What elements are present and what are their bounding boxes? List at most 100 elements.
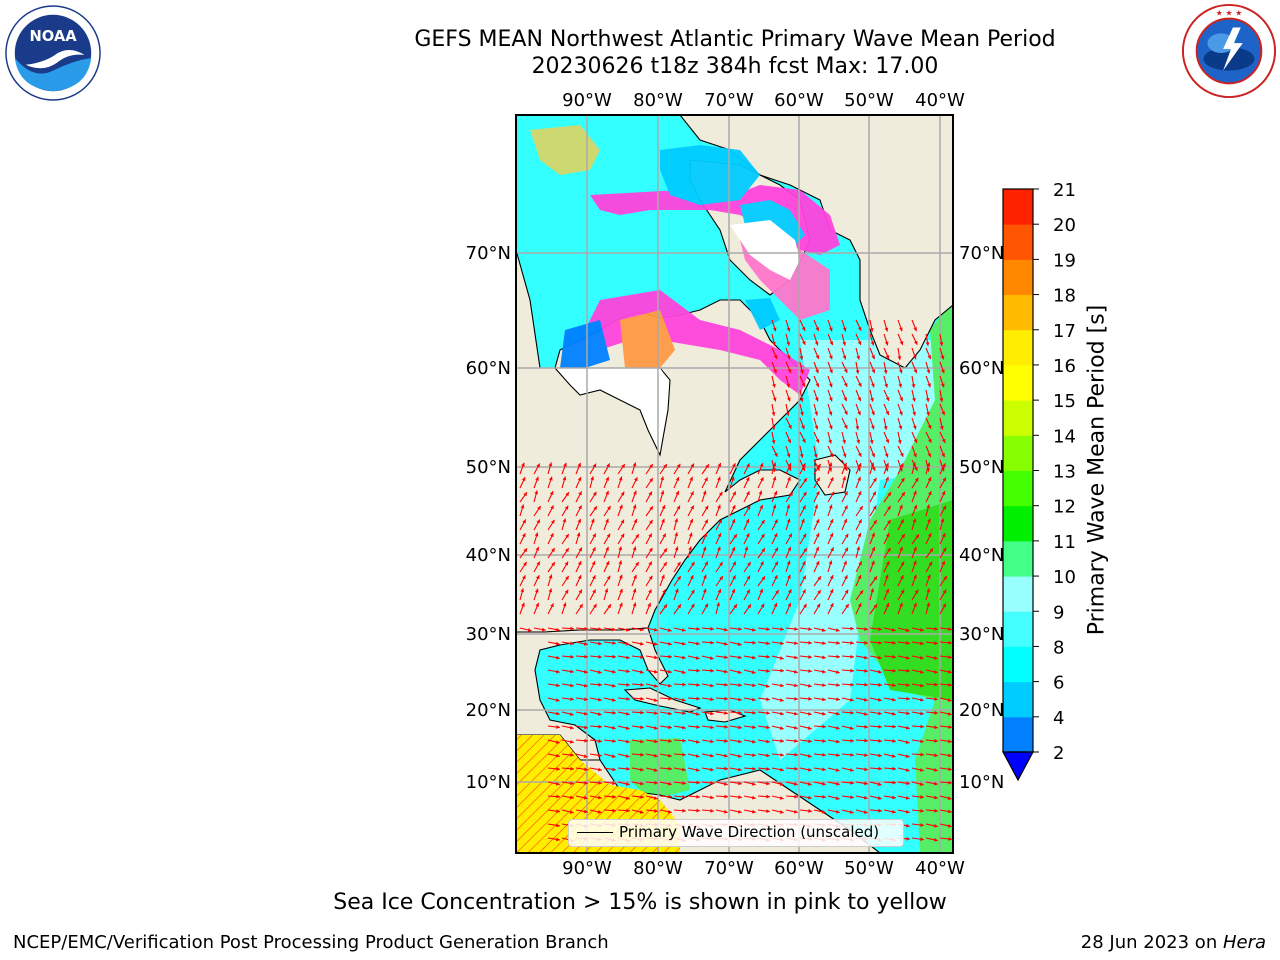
wave-arrow-head bbox=[612, 781, 616, 786]
wave-arrow-head bbox=[766, 725, 770, 730]
wave-arrow-head bbox=[751, 781, 756, 786]
wave-arrow-head bbox=[850, 654, 854, 659]
wave-arrow-head bbox=[906, 696, 910, 701]
wave-arrow-head bbox=[618, 476, 623, 481]
wave-arrow-head bbox=[858, 452, 862, 457]
wave-arrow-head bbox=[850, 626, 854, 631]
wave-arrow-head bbox=[948, 739, 952, 744]
wave-arrow-head bbox=[648, 491, 652, 496]
wave-arrow-head bbox=[653, 753, 658, 758]
wave-arrow-head bbox=[787, 546, 792, 551]
wave-arrow-head bbox=[821, 809, 826, 814]
colorbar-tick-label: 15 bbox=[1053, 391, 1076, 412]
colorbar-segment bbox=[1003, 646, 1033, 683]
lon-labels-top: 90°W 80°W 70°W 60°W 50°W 40°W bbox=[562, 90, 965, 111]
wave-arrow-head bbox=[662, 589, 666, 594]
wave-arrow-head bbox=[835, 628, 840, 632]
lat-label-left: 20°N bbox=[466, 700, 511, 721]
wave-arrow-head bbox=[690, 491, 694, 496]
colorbar-tick-label: 4 bbox=[1053, 708, 1064, 729]
wave-arrow-head bbox=[710, 683, 714, 688]
wave-arrow-head bbox=[633, 518, 638, 523]
wave-arrow-head bbox=[794, 627, 798, 631]
wave-arrow-head bbox=[849, 810, 854, 814]
wave-arrow-head bbox=[592, 575, 596, 580]
wave-arrow-head bbox=[758, 490, 763, 495]
wave-arrow-head bbox=[771, 439, 776, 444]
wave-arrow-head bbox=[835, 725, 840, 730]
wave-arrow-head bbox=[913, 438, 918, 443]
wave-arrow-head bbox=[597, 810, 602, 814]
wave-arrow-head bbox=[541, 627, 546, 632]
wave-arrow-head bbox=[653, 796, 658, 800]
wave-arrow-head bbox=[752, 710, 756, 715]
wave-arrow-head bbox=[883, 369, 888, 374]
wave-arrow-head bbox=[912, 518, 917, 523]
wave-arrow-head bbox=[912, 411, 917, 416]
wave-arrow-head bbox=[913, 546, 917, 551]
noaa-logo: NOAA bbox=[5, 5, 101, 101]
wave-arrow-head bbox=[695, 767, 700, 772]
colorbar-segment bbox=[1003, 540, 1033, 577]
wave-arrow-head bbox=[534, 490, 539, 495]
wave-arrow-head bbox=[787, 439, 791, 444]
wave-arrow-head bbox=[787, 368, 792, 373]
wave-arrow-head bbox=[780, 752, 784, 757]
wave-arrow-head bbox=[724, 655, 728, 660]
wave-arrow-head bbox=[682, 808, 686, 813]
wave-arrow-head bbox=[774, 452, 778, 457]
wave-arrow-head bbox=[723, 782, 728, 786]
wave-arrow-head bbox=[584, 697, 588, 702]
wave-arrow-head bbox=[892, 683, 896, 688]
wave-arrow-head bbox=[592, 491, 597, 496]
wave-arrow-head bbox=[548, 588, 553, 593]
wave-arrow-head bbox=[555, 669, 560, 674]
wave-arrow-head bbox=[815, 383, 820, 388]
wave-arrow-head bbox=[899, 397, 903, 402]
wave-arrow-head bbox=[625, 627, 630, 632]
wave-arrow-head bbox=[905, 809, 910, 814]
lat-label-right: 30°N bbox=[959, 624, 1004, 645]
wave-arrow-head bbox=[807, 711, 812, 716]
wave-arrow-head bbox=[801, 518, 805, 523]
wave-arrow-head bbox=[844, 589, 849, 594]
wave-arrow-head bbox=[842, 341, 847, 346]
wave-arrow-head bbox=[668, 711, 672, 716]
wave-arrow-head bbox=[766, 753, 770, 758]
wave-arrow-head bbox=[828, 383, 833, 388]
wave-arrow-head bbox=[570, 766, 574, 771]
wave-arrow-head bbox=[612, 710, 616, 715]
wave-arrow-head bbox=[632, 546, 637, 551]
wave-arrow-head bbox=[548, 476, 553, 481]
wave-arrow-head bbox=[555, 740, 560, 744]
colorbar-tick-label: 12 bbox=[1053, 497, 1076, 518]
wave-arrow-head bbox=[871, 546, 876, 551]
wave-arrow-head bbox=[619, 504, 623, 509]
lon-label-top: 80°W bbox=[633, 90, 683, 111]
wave-arrow-head bbox=[626, 696, 630, 701]
wave-arrow-head bbox=[807, 782, 812, 786]
wave-arrow-head bbox=[905, 823, 910, 828]
wave-arrow-head bbox=[719, 576, 723, 581]
wave-arrow-head bbox=[577, 561, 582, 566]
wave-arrow-head bbox=[724, 766, 728, 771]
wave-arrow-head bbox=[942, 603, 946, 608]
wave-arrow-head bbox=[872, 491, 876, 496]
wave-arrow-head bbox=[915, 534, 920, 539]
wave-arrow-head bbox=[732, 561, 736, 566]
wave-arrow-head bbox=[556, 725, 560, 729]
wave-arrow-head bbox=[674, 588, 679, 593]
wave-arrow-head bbox=[635, 534, 639, 539]
wave-arrow-head bbox=[801, 425, 805, 430]
wave-arrow-head bbox=[537, 506, 541, 511]
wave-arrow-head bbox=[668, 766, 672, 771]
wave-arrow-head bbox=[829, 603, 834, 608]
wave-arrow-head bbox=[772, 467, 776, 472]
wave-arrow-head bbox=[550, 603, 554, 608]
wave-arrow-head bbox=[913, 602, 917, 607]
wave-arrow-head bbox=[863, 795, 868, 800]
wave-arrow-head bbox=[597, 697, 602, 702]
wave-arrow-head bbox=[733, 604, 738, 609]
colorbar-label: Primary Wave Mean Period [s] bbox=[1084, 304, 1110, 636]
wave-arrow-head bbox=[925, 397, 930, 402]
